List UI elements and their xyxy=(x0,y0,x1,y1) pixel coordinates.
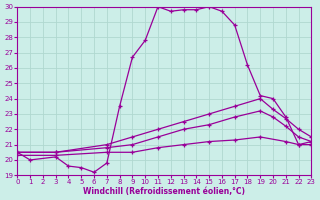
X-axis label: Windchill (Refroidissement éolien,°C): Windchill (Refroidissement éolien,°C) xyxy=(84,187,245,196)
